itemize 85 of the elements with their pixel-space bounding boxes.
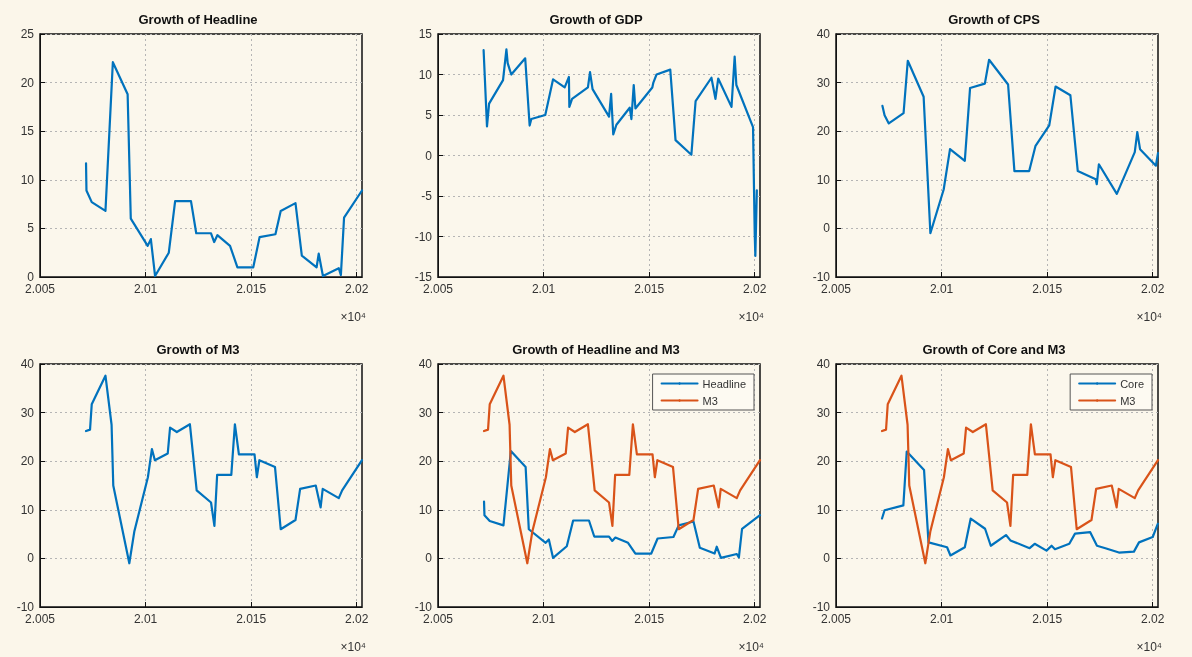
y-tick-label: 10 <box>20 172 35 187</box>
x-tick-label: 2.005 <box>422 612 454 626</box>
x-tick-label: 2.015 <box>634 282 665 296</box>
x-tick-label: 2.01 <box>133 282 158 296</box>
y-tick-label: 20 <box>20 454 35 469</box>
y-tick-label: -10 <box>812 600 831 614</box>
y-tick-label: 10 <box>816 172 831 187</box>
y-tick-label: -5 <box>421 189 433 203</box>
y-tick-label: 15 <box>418 27 433 41</box>
y-tick-label: 0 <box>27 551 35 566</box>
line-series <box>84 374 364 565</box>
y-tick-label: -15 <box>414 270 433 284</box>
chart-title: Growth of Headline and M3 <box>512 342 680 357</box>
text: ×10⁴ <box>340 310 366 324</box>
y-tick-label: 0 <box>823 221 831 236</box>
y-tick-label: 0 <box>425 148 433 163</box>
x-tick-label: 2.015 <box>634 612 665 626</box>
y-tick-label: -10 <box>414 600 433 614</box>
x-tick-label: 2.02 <box>1141 282 1165 296</box>
line-series <box>880 450 1159 557</box>
legend-label: Core <box>1120 377 1144 390</box>
x-tick-label: 2.005 <box>24 282 56 296</box>
line-series <box>482 374 762 565</box>
chart-title: Growth of Headline <box>138 12 258 27</box>
line-series <box>880 374 1160 565</box>
y-tick-label: 40 <box>418 357 433 371</box>
y-tick-label: 0 <box>27 270 35 284</box>
chart-title: Growth of CPS <box>948 12 1041 27</box>
y-tick-label: 10 <box>20 502 35 517</box>
y-tick-label: 5 <box>27 221 35 236</box>
y-tick-label: 40 <box>816 357 831 371</box>
x-tick-label: 2.015 <box>236 612 267 626</box>
y-tick-label: 40 <box>816 27 831 41</box>
y-tick-label: 25 <box>20 27 35 41</box>
y-tick-label: 30 <box>816 405 831 420</box>
y-tick-label: 30 <box>20 405 35 420</box>
x-tick-label: 2.01 <box>133 612 158 626</box>
chart-title: Growth of GDP <box>549 12 643 27</box>
x-tick-label: 2.015 <box>1032 612 1063 626</box>
y-tick-label: 10 <box>816 502 831 517</box>
x-tick-label: 2.005 <box>820 612 852 626</box>
x-tick-label: 2.02 <box>1141 612 1165 626</box>
text: ×10⁴ <box>340 640 366 654</box>
y-tick-label: -10 <box>414 229 433 244</box>
chart-title: Growth of M3 <box>156 342 240 357</box>
y-tick-label: 5 <box>425 108 433 122</box>
text: ×10⁴ <box>1136 310 1162 324</box>
x-tick-label: 2.01 <box>929 282 954 296</box>
y-tick-label: 0 <box>425 551 433 566</box>
y-tick-label: 10 <box>418 67 433 82</box>
x-tick-label: 2.005 <box>820 282 852 296</box>
chart-title: Growth of Core and M3 <box>922 342 1066 357</box>
x-tick-label: 2.02 <box>743 282 767 296</box>
y-tick-label: 10 <box>418 502 433 517</box>
line-series <box>84 61 364 278</box>
y-tick-label: 20 <box>20 75 35 90</box>
text: ×10⁴ <box>1136 640 1162 654</box>
line-series <box>881 58 1160 235</box>
y-tick-label: -10 <box>16 600 35 614</box>
x-tick-label: 2.01 <box>929 612 954 626</box>
text: ×10⁴ <box>738 310 764 324</box>
y-tick-label: 20 <box>816 454 831 469</box>
x-tick-label: 2.01 <box>531 282 556 296</box>
x-tick-label: 2.015 <box>236 282 267 296</box>
x-tick-label: 2.005 <box>24 612 56 626</box>
y-tick-label: 20 <box>418 454 433 469</box>
line-series <box>482 449 762 560</box>
y-tick-label: 15 <box>20 124 35 139</box>
y-tick-label: 30 <box>816 75 831 90</box>
y-tick-label: 40 <box>20 357 35 371</box>
legend-label: Headline <box>702 377 746 390</box>
y-tick-label: 0 <box>823 551 831 566</box>
x-tick-label: 2.005 <box>422 282 454 296</box>
x-tick-label: 2.01 <box>531 612 556 626</box>
legend-label: M3 <box>1120 394 1136 407</box>
y-tick-label: -10 <box>812 270 831 284</box>
legend-label: M3 <box>702 394 718 407</box>
text: ×10⁴ <box>738 640 764 654</box>
x-tick-label: 2.02 <box>345 612 369 626</box>
y-tick-label: 20 <box>816 124 831 139</box>
x-tick-label: 2.02 <box>345 282 369 296</box>
line-series <box>482 48 758 258</box>
x-tick-label: 2.02 <box>743 612 767 626</box>
x-tick-label: 2.015 <box>1032 282 1063 296</box>
y-tick-label: 30 <box>418 405 433 420</box>
